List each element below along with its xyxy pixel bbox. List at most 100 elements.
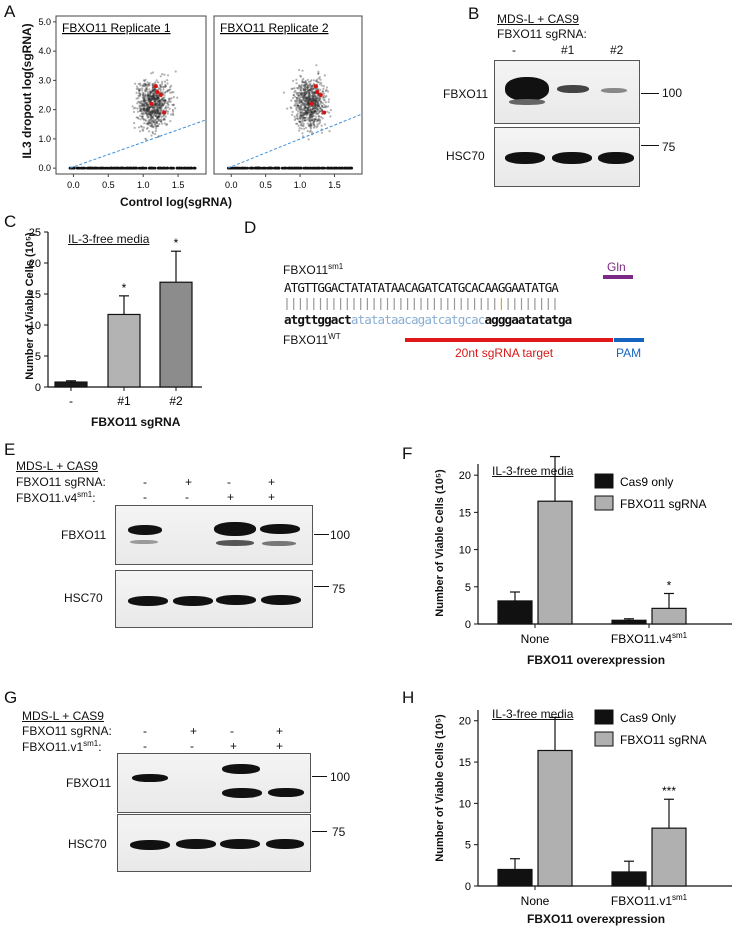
scatter-point [150,72,153,75]
scatter-point [151,115,154,118]
scatter-point [303,93,306,96]
scatter-point [305,91,309,94]
scatter-point [298,68,301,72]
scatter-point [305,87,308,90]
scatter-point [166,100,170,103]
scatter-point [318,110,321,113]
scatter-point [150,125,153,128]
scatter-point [137,88,140,91]
scatter-point [156,108,159,111]
scatter-point [295,96,298,99]
scatter-point [308,98,311,102]
scatter-point [144,78,147,81]
scatter-point [147,98,151,101]
scatter-point [306,101,309,104]
scatter-point [304,99,307,102]
scatter-point [298,98,301,101]
scatter-point [304,116,307,120]
scatter-point [299,117,302,120]
scatter-point [151,106,154,109]
scatter-point [316,80,319,83]
panel-e-r1-v3: - [227,475,231,489]
scatter-point [307,102,310,105]
scatter-point [147,113,151,116]
scatter-point [309,84,312,87]
scatter-point [309,80,312,83]
scatter-point [298,120,302,123]
scatter-point [298,106,301,109]
scatter-point [144,89,147,92]
scatter-point [318,76,321,79]
x-tick-label: None [521,894,550,908]
scatter-point [297,107,300,110]
scatter-point [309,89,312,92]
scatter-point [137,100,140,103]
bar [651,827,687,887]
scatter-point [318,122,321,125]
scatter-point [312,123,315,126]
scatter-point [158,100,161,103]
scatter-point [169,86,172,89]
bar [497,868,533,887]
scatter-point [135,116,138,119]
scatter-point [299,108,302,111]
scatter-point [323,103,326,106]
scatter-point [313,110,316,113]
scatter-point [313,107,316,110]
scatter-point [313,110,316,113]
scatter-point [159,99,162,103]
scatter-point [164,99,167,102]
scatter-point [151,119,154,122]
scatter-point [141,117,144,120]
scatter-point [313,107,316,110]
scatter-point [302,115,305,118]
scatter-point [148,97,151,100]
scatter-point [293,104,296,107]
scatter-point [297,110,300,113]
scatter-point [149,91,153,94]
scatter-point [141,93,145,96]
scatter-point [158,108,161,111]
scatter-point [296,102,299,105]
scatter-point [305,97,308,100]
scatter-point [142,104,145,107]
scatter-point [153,97,157,100]
y-tick-label: 5 [465,582,471,594]
scatter-point [311,85,314,88]
scatter-point [300,105,303,108]
scatter-point [150,124,153,127]
scatter-point [314,99,317,102]
scatter-point [135,91,138,94]
scatter-point [165,123,168,127]
scatter-point [308,115,311,118]
scatter-point [151,71,155,74]
scatter-point [151,132,155,135]
scatter-point [161,85,164,88]
scatter-point [153,97,156,100]
scatter-point [304,88,307,91]
scatter-point [147,100,150,103]
scatter-point [154,103,158,106]
scatter-point [163,122,166,125]
scatter-point [148,130,151,133]
scatter-point [295,91,298,94]
scatter-point [163,80,167,83]
x-tick-label: None [521,632,550,646]
scatter-point [269,166,273,170]
scatter-point [121,166,125,170]
scatter-point [304,92,307,95]
scatter-point [309,110,313,113]
scatter-point [301,69,304,72]
scatter-title: FBXO11 Replicate 2 [220,21,329,35]
scatter-point [310,98,313,101]
scatter-point [291,96,295,100]
scatter-point [325,88,328,92]
panel-e-blot-fbxo11 [115,505,313,565]
scatter-point [324,106,327,109]
scatter-point [303,106,306,109]
scatter-point [153,99,156,102]
scatter-point [299,89,302,92]
panel-d-wt-label: FBXO11WT [283,332,341,347]
scatter-point [303,112,306,115]
scatter-point [305,119,308,122]
